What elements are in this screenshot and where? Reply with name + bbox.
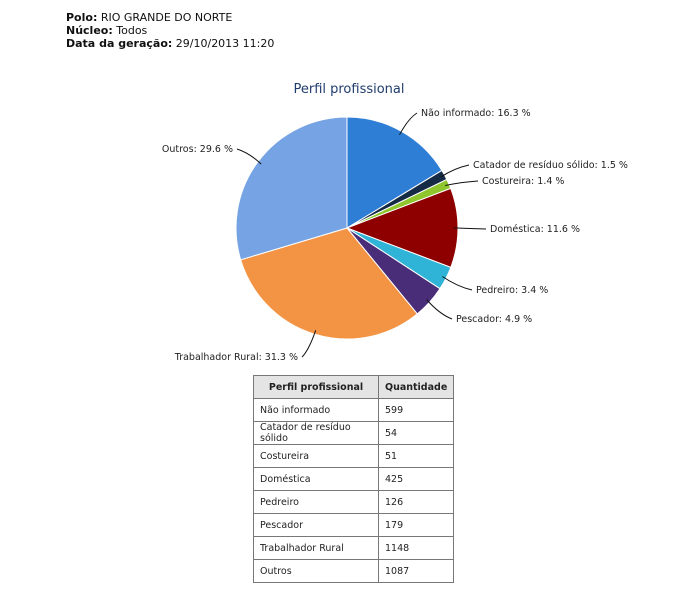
cell-quantity: 425: [377, 467, 455, 491]
slice-label-outros: Outros: 29.6 %: [162, 144, 233, 155]
cell-profile: Pescador: [253, 513, 379, 537]
cell-quantity: 1087: [377, 559, 455, 583]
cell-quantity: 1148: [377, 536, 455, 560]
cell-profile: Doméstica: [253, 467, 379, 491]
slice-label-pescador: Pescador: 4.9 %: [456, 314, 532, 325]
slice-label-trabalhador-rural: Trabalhador Rural: 31.3 %: [174, 352, 298, 363]
nucleo-label: Núcleo:: [66, 24, 113, 37]
pie-chart: Perfil profissional Não informado: 16.3 …: [162, 82, 628, 363]
pie-slices: [235, 116, 459, 340]
profession-table: Perfil profissional Quantidade Não infor…: [253, 375, 455, 583]
cell-quantity: 126: [377, 490, 455, 514]
pie-labels: Não informado: 16.3 % Catador de resíduo …: [162, 108, 628, 363]
cell-profile: Outros: [253, 559, 379, 583]
nucleo-row: Núcleo: Todos: [66, 24, 274, 37]
slice-label-domestica: Doméstica: 11.6 %: [490, 224, 580, 235]
table-row: Outros 1087: [253, 559, 455, 583]
cell-profile: Trabalhador Rural: [253, 536, 379, 560]
generation-date-value: 29/10/2013 11:20: [175, 37, 275, 50]
cell-quantity: 54: [377, 421, 455, 445]
cell-quantity: 51: [377, 444, 455, 468]
cell-profile: Catador de resíduo sólido: [253, 421, 379, 445]
leader-line-nao-informado: [399, 112, 418, 136]
slice-label-pedreiro: Pedreiro: 3.4 %: [476, 285, 548, 296]
column-header-profile: Perfil profissional: [253, 375, 379, 399]
leader-line-pescador: [426, 299, 453, 320]
nucleo-value: Todos: [116, 24, 148, 37]
cell-quantity: 599: [377, 398, 455, 422]
leader-line-domestica: [453, 227, 487, 230]
slice-label-catador-de-residuo-solido: Catador de resíduo sólido: 1.5 %: [473, 160, 628, 171]
leader-line-trabalhador-rural: [301, 330, 317, 358]
table-header-row: Perfil profissional Quantidade: [253, 375, 455, 399]
generation-date-label: Data da geração:: [66, 37, 173, 50]
leader-line-outros: [236, 148, 262, 165]
table-row: Trabalhador Rural 1148: [253, 536, 455, 560]
polo-row: Polo: RIO GRANDE DO NORTE: [66, 11, 274, 24]
slice-label-nao-informado: Não informado: 16.3 %: [421, 108, 531, 119]
chart-title: Perfil profissional: [293, 82, 404, 97]
slice-label-costureira: Costureira: 1.4 %: [482, 176, 564, 187]
table-row: Costureira 51: [253, 444, 455, 468]
column-header-quantity: Quantidade: [377, 375, 455, 399]
cell-profile: Não informado: [253, 398, 379, 422]
table-row: Não informado 599: [253, 398, 455, 422]
table-row: Pescador 179: [253, 513, 455, 537]
polo-label: Polo:: [66, 11, 98, 24]
leader-line-catador-de-residuo-solido: [440, 164, 470, 178]
table-row: Doméstica 425: [253, 467, 455, 491]
table-row: Catador de resíduo sólido 54: [253, 421, 455, 445]
report-metadata: Polo: RIO GRANDE DO NORTE Núcleo: Todos …: [66, 11, 274, 50]
cell-profile: Pedreiro: [253, 490, 379, 514]
cell-quantity: 179: [377, 513, 455, 537]
table-row: Pedreiro 126: [253, 490, 455, 514]
pie-leader-lines: [236, 112, 487, 358]
leader-line-costureira: [445, 180, 479, 186]
polo-value: RIO GRANDE DO NORTE: [100, 11, 233, 24]
generation-date-row: Data da geração: 29/10/2013 11:20: [66, 37, 274, 50]
leader-line-pedreiro: [442, 276, 473, 291]
cell-profile: Costureira: [253, 444, 379, 468]
